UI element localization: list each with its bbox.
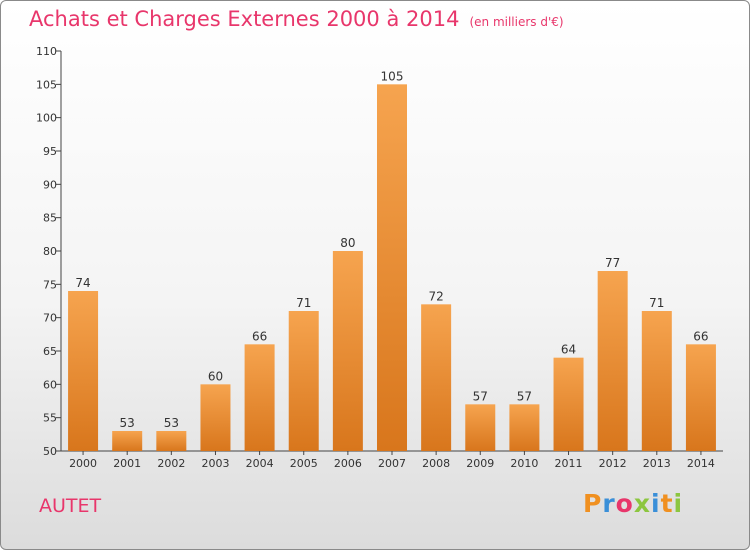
x-tick-label: 2003: [201, 457, 229, 470]
data-label: 74: [75, 276, 90, 290]
bar: [421, 304, 452, 451]
proxiti-logo[interactable]: Proxiti: [583, 489, 683, 518]
data-label: 66: [693, 329, 708, 343]
data-label: 105: [381, 69, 404, 83]
y-tick-label: 50: [43, 445, 57, 458]
bar: [244, 344, 275, 451]
axes: 50 55 60 65 70 75 80 85 90 95 100 105 110 2000 2001 200…: [36, 45, 723, 470]
bar: [156, 431, 187, 451]
x-tick-label: 2000: [69, 457, 97, 470]
data-label: 71: [296, 296, 311, 310]
y-tick-label: 105: [36, 78, 57, 91]
x-tick-label: 2010: [510, 457, 538, 470]
y-tick-label: 75: [43, 278, 57, 291]
value-labels: 74 53 53 60 66 71 80 105 72 57 57 64 77 71 66: [75, 69, 708, 430]
x-tick-label: 2009: [466, 457, 494, 470]
bar: [465, 404, 496, 451]
bar: [641, 311, 672, 451]
logo-letter: r: [602, 489, 616, 518]
data-label: 53: [164, 416, 179, 430]
x-tick-label: 2005: [290, 457, 318, 470]
commune-name: AUTET: [39, 495, 102, 517]
data-label: 71: [649, 296, 664, 310]
data-label: 77: [605, 256, 620, 270]
bar: [112, 431, 143, 451]
data-label: 53: [120, 416, 135, 430]
bar: [553, 357, 584, 451]
bar: [332, 251, 363, 451]
data-label: 66: [252, 329, 267, 343]
title-text: Achats et Charges Externes 2000 à 2014: [29, 7, 460, 31]
x-tick-label: 2011: [555, 457, 583, 470]
bar: [200, 384, 231, 451]
chart-title: Achats et Charges Externes 2000 à 2014 (e…: [29, 7, 564, 31]
y-tick-label: 110: [36, 45, 57, 58]
data-label: 64: [561, 343, 576, 357]
y-tick-label: 95: [43, 145, 57, 158]
bar: [68, 291, 99, 451]
x-tick-label: 2013: [643, 457, 671, 470]
x-tick-label: 2014: [687, 457, 715, 470]
y-tick-label: 65: [43, 345, 57, 358]
y-tick-label: 85: [43, 212, 57, 225]
x-tick-label: 2002: [157, 457, 185, 470]
x-tick-label: 2012: [599, 457, 627, 470]
y-tick-label: 80: [43, 245, 57, 258]
bar: [685, 344, 716, 451]
y-tick-label: 55: [43, 412, 57, 425]
y-tick-label: 70: [43, 312, 57, 325]
logo-letter: x: [633, 489, 651, 518]
y-tick-label: 60: [43, 378, 57, 391]
unit-note: (en milliers d'€): [469, 15, 564, 29]
x-tick-label: 2006: [334, 457, 362, 470]
logo-letter: i: [673, 489, 684, 518]
x-tick-label: 2007: [378, 457, 406, 470]
data-label: 60: [208, 369, 223, 383]
y-tick-label: 90: [43, 178, 57, 191]
bar: [377, 84, 407, 451]
data-label: 72: [428, 289, 443, 303]
x-tick-label: 2004: [246, 457, 274, 470]
logo-letter: t: [660, 489, 674, 518]
x-tick-label: 2001: [113, 457, 141, 470]
data-label: 57: [517, 389, 532, 403]
bars: [68, 84, 716, 451]
bar: [597, 271, 628, 451]
y-tick-label: 100: [36, 112, 57, 125]
data-label: 80: [340, 236, 355, 250]
bar: [509, 404, 540, 451]
bar: [288, 311, 319, 451]
x-tick-label: 2008: [422, 457, 450, 470]
logo-letter: i: [651, 489, 661, 518]
logo-letter: P: [583, 489, 603, 518]
data-label: 57: [473, 389, 488, 403]
logo-letter: o: [615, 489, 634, 518]
